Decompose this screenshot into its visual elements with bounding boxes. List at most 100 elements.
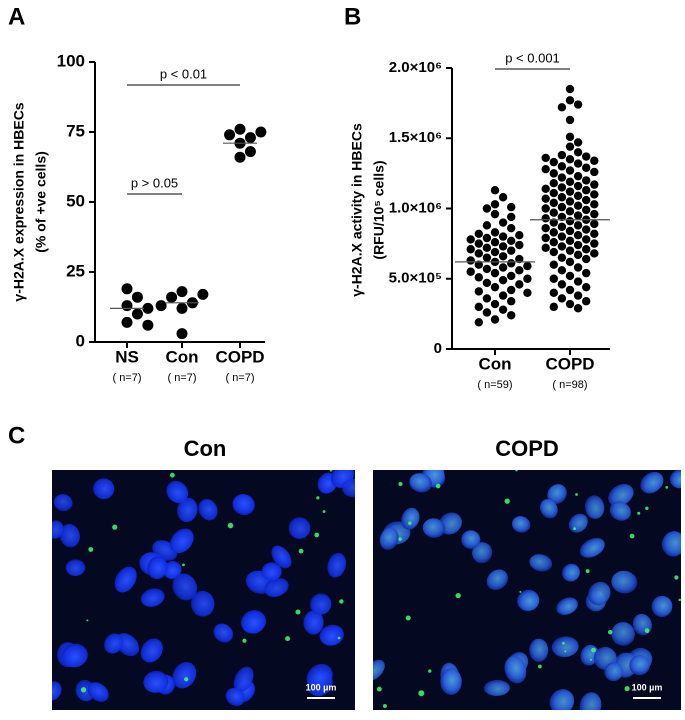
x-tick-label: Con bbox=[478, 354, 511, 373]
data-point bbox=[557, 212, 567, 222]
nucleus bbox=[233, 666, 254, 693]
nucleus bbox=[310, 593, 332, 615]
nucleus bbox=[579, 537, 605, 558]
foci bbox=[562, 641, 565, 645]
data-point bbox=[565, 257, 575, 267]
data-point bbox=[549, 228, 558, 237]
data-point bbox=[176, 302, 188, 314]
y-tick-label: 5.0×10⁵ bbox=[389, 270, 442, 287]
nuclei bbox=[373, 470, 681, 710]
foci bbox=[538, 664, 542, 669]
x-tick-label: Con bbox=[165, 347, 198, 366]
nucleus bbox=[225, 687, 245, 707]
data-point bbox=[549, 208, 558, 217]
data-point bbox=[121, 300, 133, 312]
data-point bbox=[557, 183, 567, 192]
data-point bbox=[573, 148, 583, 157]
data-point bbox=[565, 246, 575, 255]
panel-label: A bbox=[8, 3, 25, 30]
data-point bbox=[255, 126, 267, 138]
data-point bbox=[176, 286, 188, 298]
nucleus bbox=[327, 552, 346, 578]
data-point bbox=[523, 261, 532, 271]
nucleus bbox=[261, 562, 282, 581]
data-point bbox=[507, 202, 516, 212]
nucleus bbox=[661, 531, 681, 557]
data-point bbox=[474, 229, 483, 238]
y-axis-title: (RFU/10⁵ cells) bbox=[371, 160, 387, 259]
data-point bbox=[557, 242, 567, 251]
data-point bbox=[490, 209, 500, 219]
nucleus bbox=[651, 595, 673, 617]
nucleus bbox=[504, 656, 527, 684]
foci bbox=[184, 677, 189, 682]
image-title: COPD bbox=[495, 436, 559, 461]
data-point bbox=[498, 263, 508, 272]
data-point bbox=[507, 311, 516, 320]
foci bbox=[674, 575, 679, 580]
foci bbox=[337, 636, 341, 640]
n-label: ( n=59) bbox=[477, 379, 512, 391]
nucleus bbox=[373, 659, 385, 682]
data-point bbox=[573, 138, 583, 147]
nucleus bbox=[93, 478, 115, 500]
foci bbox=[86, 619, 89, 622]
data-point bbox=[507, 246, 516, 255]
data-point bbox=[549, 179, 558, 188]
nucleus bbox=[629, 655, 650, 676]
nucleus bbox=[303, 610, 324, 635]
data-point bbox=[466, 235, 475, 244]
data-point bbox=[234, 123, 246, 135]
panel-label: B bbox=[344, 3, 361, 30]
data-point bbox=[498, 242, 508, 251]
y-tick-label: 75 bbox=[66, 121, 85, 140]
foci bbox=[88, 547, 94, 552]
foci bbox=[112, 524, 118, 530]
foci bbox=[589, 658, 593, 661]
nucleus bbox=[264, 577, 289, 597]
data-point bbox=[244, 132, 256, 144]
foci bbox=[398, 537, 402, 541]
data-point bbox=[557, 202, 567, 212]
x-tick-label: COPD bbox=[545, 354, 594, 373]
n-label: ( n=7) bbox=[112, 372, 141, 384]
data-point bbox=[557, 280, 567, 289]
data-point bbox=[498, 275, 508, 285]
nucleus bbox=[562, 563, 580, 582]
data-point bbox=[482, 264, 492, 274]
data-point bbox=[507, 285, 516, 295]
data-point bbox=[490, 299, 500, 309]
data-point bbox=[131, 291, 143, 303]
data-point bbox=[498, 252, 508, 261]
foci bbox=[227, 522, 234, 529]
data-point bbox=[565, 142, 575, 151]
foci bbox=[515, 470, 518, 472]
data-point bbox=[573, 230, 583, 240]
data-point bbox=[573, 201, 583, 210]
data-point bbox=[507, 271, 516, 281]
nucleus bbox=[172, 573, 198, 601]
data-point bbox=[482, 204, 492, 213]
foci bbox=[564, 650, 567, 653]
nucleus bbox=[232, 494, 255, 516]
data-point bbox=[565, 299, 575, 309]
data-point bbox=[573, 191, 583, 201]
data-point bbox=[557, 162, 567, 171]
data-point bbox=[573, 211, 583, 220]
nucleus bbox=[213, 623, 234, 643]
data-point bbox=[573, 159, 583, 168]
data-point bbox=[557, 173, 567, 182]
p-value: p < 0.001 bbox=[505, 50, 560, 65]
nucleus bbox=[609, 501, 631, 521]
foci bbox=[329, 470, 333, 472]
nucleus bbox=[87, 682, 109, 702]
image-title: Con bbox=[184, 436, 227, 461]
nucleus bbox=[177, 497, 198, 523]
data-point bbox=[515, 254, 524, 264]
nucleus bbox=[59, 523, 80, 548]
data-point bbox=[590, 200, 599, 209]
data-point bbox=[590, 209, 599, 219]
data-point bbox=[498, 232, 508, 241]
nucleus bbox=[53, 494, 73, 512]
foci bbox=[382, 704, 387, 708]
